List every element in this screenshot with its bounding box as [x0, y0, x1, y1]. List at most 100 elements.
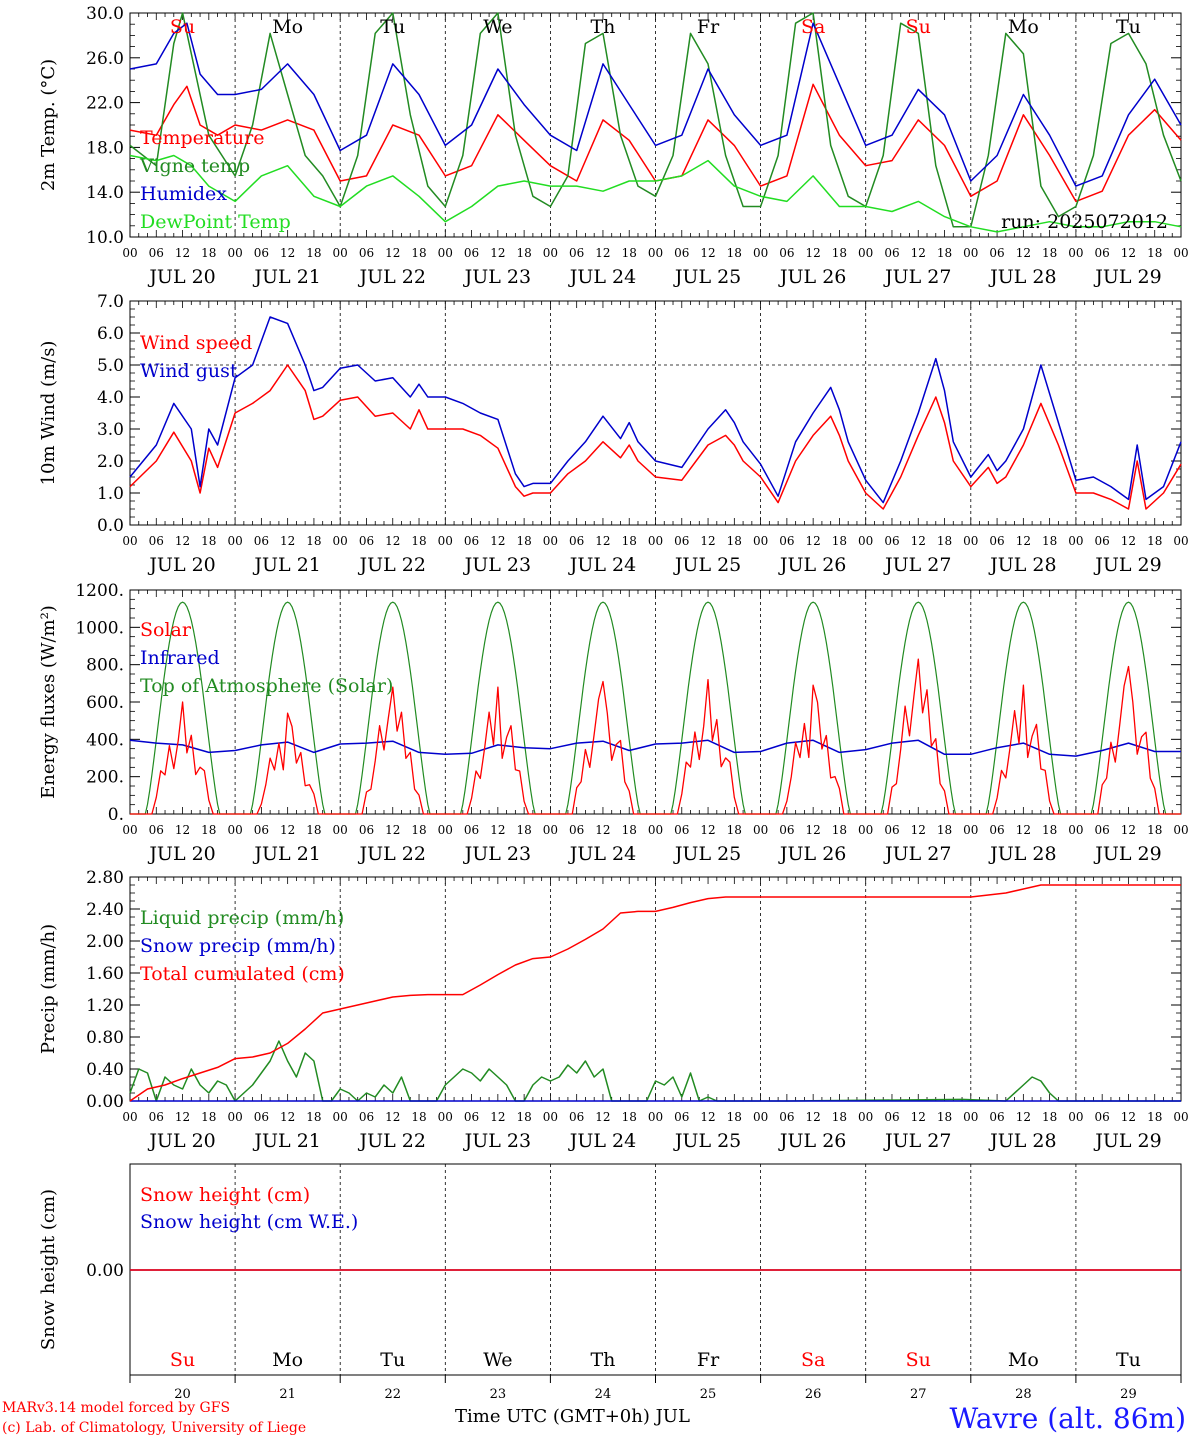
hour-tick-label: 00	[438, 1110, 453, 1124]
y-tick-label: 14.0	[86, 183, 124, 203]
hour-tick-label: 06	[989, 1110, 1004, 1124]
day-label: JUL 29	[1093, 266, 1161, 288]
y-tick-label: 800.	[86, 656, 124, 676]
y-tick-label: 0.80	[86, 1028, 124, 1048]
model-credit: MARv3.14 model forced by GFS	[2, 1400, 231, 1416]
hour-tick-label: 18	[832, 1110, 847, 1124]
y-axis-label: 10m Wind (m/s)	[38, 341, 59, 486]
y-tick-label: 4.0	[97, 388, 124, 408]
y-tick-label: 0.00	[86, 1261, 124, 1281]
hour-tick-label: 12	[175, 534, 190, 548]
y-tick-label: 30.0	[86, 4, 124, 24]
hour-tick-label: 00	[438, 246, 453, 260]
hour-tick-label: 18	[201, 823, 216, 837]
hour-tick-label: 12	[280, 1110, 295, 1124]
y-tick-label: 2.0	[97, 452, 124, 472]
x-ticks-3	[129, 590, 1182, 814]
hour-tick-label: 18	[306, 823, 321, 837]
hour-tick-label: 18	[201, 1110, 216, 1124]
y-tick-label: 200.	[86, 768, 124, 788]
day-number-label: 22	[384, 1387, 401, 1402]
hour-tick-label: 06	[254, 823, 269, 837]
day-label: JUL 28	[988, 1130, 1056, 1152]
hour-tick-label: 06	[569, 823, 584, 837]
hour-tick-label: 00	[227, 823, 242, 837]
hour-tick-label: 12	[490, 534, 505, 548]
y-tick-label: 10.0	[86, 228, 124, 248]
day-number-label: 26	[805, 1387, 822, 1402]
station-name: Wavre (alt. 86m)	[949, 1402, 1186, 1435]
weekday-label: Sa	[801, 1349, 825, 1371]
day-labels-2: JUL 20 JUL 21 JUL 22 JUL 23 JUL 24 JUL 25 JUL …	[147, 554, 1161, 576]
hour-tick-label: 12	[1121, 1110, 1136, 1124]
y-tick-label: 26.0	[86, 49, 124, 69]
y-tick-label: 7.0	[97, 292, 124, 312]
day-label: JUL 26	[778, 1130, 846, 1152]
hour-tick-label: 06	[989, 823, 1004, 837]
day-label: JUL 25	[673, 554, 741, 576]
lab-credit: (c) Lab. of Climatology, University of L…	[2, 1420, 307, 1436]
hour-tick-label: 00	[438, 823, 453, 837]
hour-tick-label: 00	[543, 246, 558, 260]
weekday-label: Mo	[272, 16, 303, 38]
hour-tick-label: 12	[911, 823, 926, 837]
day-number-label: 21	[279, 1387, 296, 1402]
hour-tick-label: 12	[700, 823, 715, 837]
y-tick-label: 1.60	[86, 964, 124, 984]
hour-tick-label: 06	[149, 534, 164, 548]
y-tick-label: 400.	[86, 730, 124, 750]
hour-tick-label: 12	[1016, 534, 1031, 548]
legend-entry: Top of Atmosphere (Solar)	[140, 675, 393, 697]
series-temperature	[129, 83, 1182, 203]
hour-tick-label: 18	[411, 823, 426, 837]
hour-tick-label: 00	[753, 246, 768, 260]
hour-tick-label: 12	[595, 246, 610, 260]
hour-tick-label: 00	[1173, 246, 1188, 260]
hour-tick-label: 06	[779, 534, 794, 548]
day-label: JUL 28	[988, 554, 1056, 576]
hour-tick-label: 00	[543, 1110, 558, 1124]
hour-tick-label: 18	[201, 534, 216, 548]
hour-tick-label: 00	[648, 246, 663, 260]
hour-tick-label: 12	[1016, 246, 1031, 260]
y-tick-label: 0.40	[86, 1060, 124, 1080]
hour-tick-label: 18	[622, 246, 637, 260]
hour-tick-label: 06	[569, 246, 584, 260]
hour-tick-label: 06	[254, 1110, 269, 1124]
y-tick-label: 6.0	[97, 324, 124, 344]
hour-tick-label: 06	[464, 534, 479, 548]
y-tick-label: 0.	[108, 805, 124, 825]
day-label: JUL 27	[883, 1130, 951, 1152]
hour-tick-label: 18	[306, 1110, 321, 1124]
hour-tick-label: 06	[149, 246, 164, 260]
hour-tick-label: 18	[727, 823, 742, 837]
day-label: JUL 22	[358, 266, 426, 288]
hour-tick-label: 18	[306, 534, 321, 548]
hour-tick-label: 18	[516, 1110, 531, 1124]
hour-tick-label: 06	[569, 1110, 584, 1124]
hour-tick-label: 12	[175, 246, 190, 260]
hour-tick-label: 12	[490, 823, 505, 837]
weekday-label: Tu	[1116, 1349, 1141, 1371]
hour-tick-label: 06	[674, 1110, 689, 1124]
day-label: JUL 26	[778, 554, 846, 576]
day-label: JUL 21	[252, 1130, 320, 1152]
day-label: JUL 22	[358, 554, 426, 576]
legend-entry: Temperature	[140, 127, 264, 149]
hour-tick-label: 06	[1095, 823, 1110, 837]
hour-tick-label: 12	[175, 823, 190, 837]
legend-entry: Snow height (cm W.E.)	[140, 1211, 358, 1233]
day-label: JUL 29	[1093, 1130, 1161, 1152]
hour-tick-label: 00	[858, 534, 873, 548]
hour-tick-label: 18	[411, 534, 426, 548]
hour-tick-label: 18	[201, 246, 216, 260]
hour-tick-label: 12	[595, 823, 610, 837]
hour-tick-label: 18	[1042, 534, 1057, 548]
hour-tick-label: 18	[727, 534, 742, 548]
weekday-label: Sa	[801, 16, 825, 38]
day-label: JUL 23	[463, 554, 531, 576]
hour-tick-label: 00	[1173, 1110, 1188, 1124]
hour-tick-label: 18	[516, 246, 531, 260]
day-label: JUL 25	[673, 1130, 741, 1152]
day-label: JUL 22	[358, 1130, 426, 1152]
